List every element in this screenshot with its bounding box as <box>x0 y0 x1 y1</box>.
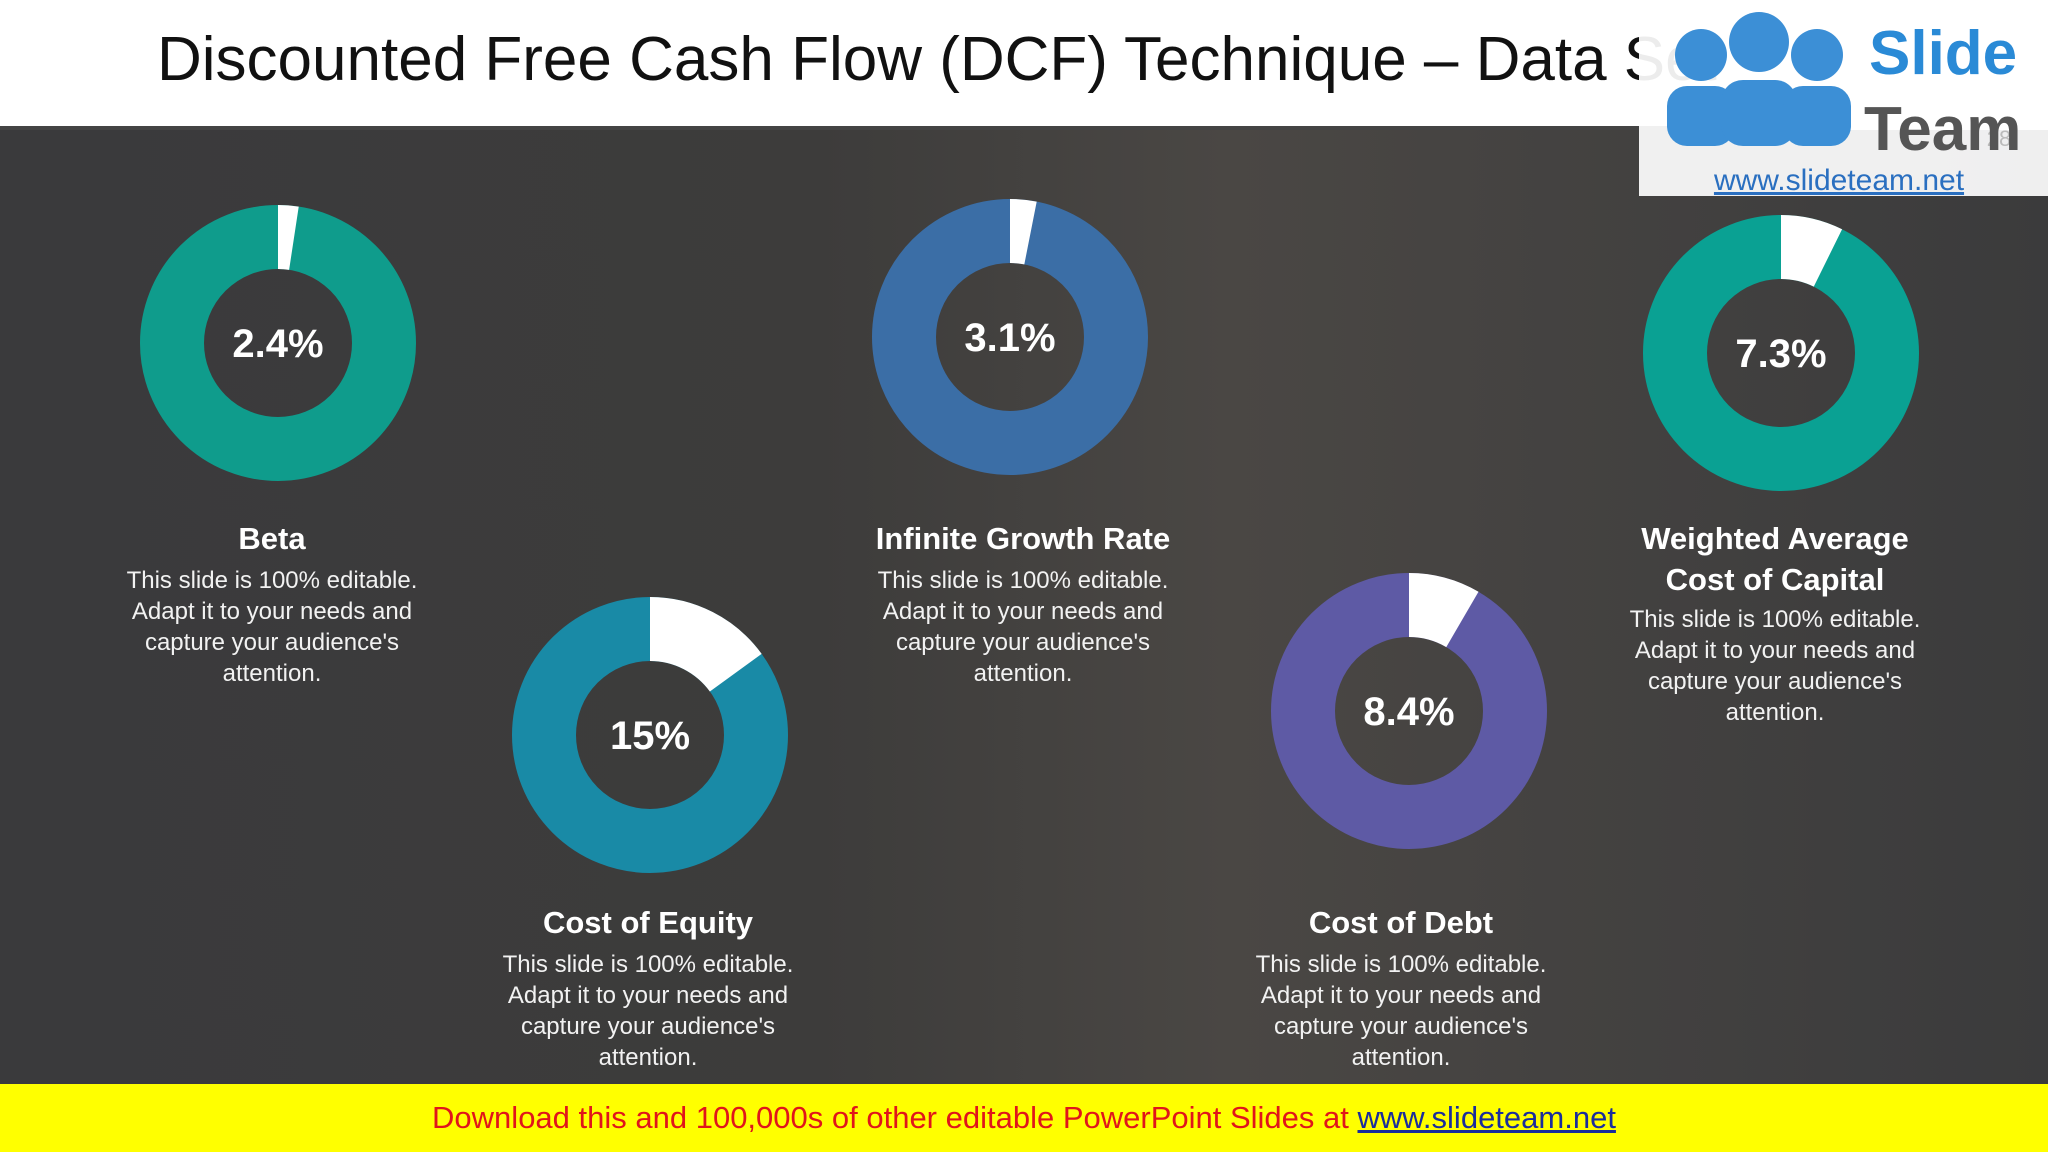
donut-segment <box>1407 573 1479 648</box>
donut-segment <box>277 205 299 270</box>
chart-title: Weighted Average Cost of Capital <box>1641 521 1909 597</box>
donut-value-label: 8.4% <box>1363 690 1454 734</box>
slide-title: Discounted Free Cash Flow (DCF) Techniqu… <box>157 25 1717 94</box>
logo-url[interactable]: www.slideteam.net <box>1713 164 1965 196</box>
logo-people <box>1667 12 1851 146</box>
donut-value-label: 15% <box>610 714 690 758</box>
chart-description: This slide is 100% editable. Adapt it to… <box>1629 606 1921 726</box>
chart-title: Infinite Growth Rate <box>875 521 1171 556</box>
header-rule <box>0 126 1700 130</box>
page-number: 28 <box>1987 126 2011 151</box>
chart-title: Cost of Debt <box>1308 905 1494 940</box>
logo-word: Slide <box>1869 19 2017 88</box>
chart-description: This slide is 100% editable. Adapt it to… <box>1255 951 1547 1071</box>
footer: Download this and 100,000s of other edit… <box>0 1084 2048 1152</box>
donut-segment <box>648 597 762 693</box>
chart-description: This slide is 100% editable. Adapt it to… <box>126 567 418 687</box>
footer-text: Download this and 100,000s of other edit… <box>432 1100 1358 1135</box>
footer-link[interactable]: www.slideteam.net <box>1357 1100 1616 1135</box>
chart-title: Beta <box>238 521 306 556</box>
donut-value-label: 7.3% <box>1735 332 1826 376</box>
logo-word: Team <box>1864 95 2021 164</box>
donut-value-label: 2.4% <box>232 322 323 366</box>
chart-description: This slide is 100% editable. Adapt it to… <box>502 951 794 1071</box>
donut-segment <box>1779 215 1843 288</box>
donut-value-label: 3.1% <box>964 316 1055 360</box>
chart-title: Cost of Equity <box>542 905 754 940</box>
donut-segment <box>1009 199 1037 265</box>
logo: 28 Slide Team www.slideteam.net <box>1639 0 2048 196</box>
logo-icon: 28 Slide Team www.slideteam.net <box>1667 12 2021 196</box>
chart-description: This slide is 100% editable. Adapt it to… <box>877 567 1169 687</box>
